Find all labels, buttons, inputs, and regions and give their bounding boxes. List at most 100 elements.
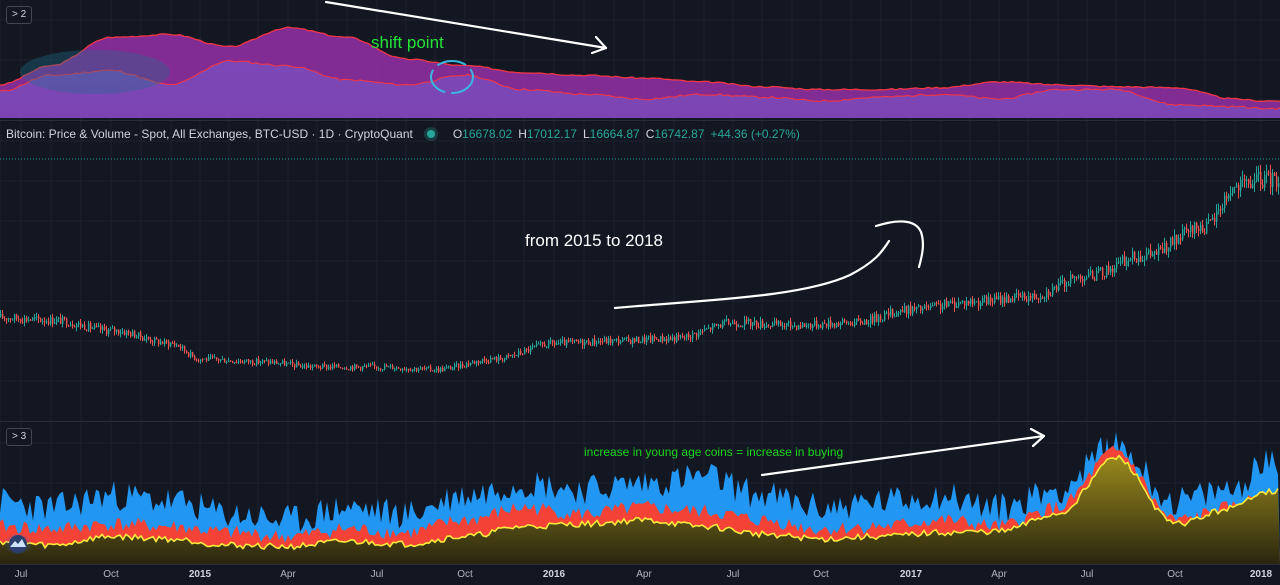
candle	[24, 314, 26, 327]
candle	[146, 334, 148, 343]
candle	[102, 324, 104, 334]
candle	[12, 318, 14, 321]
candle	[788, 320, 790, 327]
candle	[1234, 186, 1236, 194]
candle	[386, 363, 388, 368]
candle	[452, 366, 454, 371]
candle	[918, 303, 920, 308]
symbol-title[interactable]: Bitcoin: Price & Volume - Spot, All Exch…	[6, 127, 413, 141]
high-value: 17012.17	[526, 127, 577, 141]
candle	[328, 364, 330, 371]
candle	[1116, 257, 1118, 273]
candle	[732, 319, 734, 325]
indicator-pane-3[interactable]	[0, 423, 1280, 564]
candle	[280, 362, 282, 367]
candle	[476, 360, 478, 367]
candle	[434, 369, 436, 373]
candle	[184, 345, 186, 354]
candle	[976, 301, 978, 303]
candle	[764, 323, 766, 330]
candle	[472, 360, 474, 364]
cryptoquant-logo-icon	[5, 534, 31, 554]
candle	[330, 364, 332, 371]
candle	[364, 363, 366, 368]
candle	[1084, 276, 1086, 286]
candle	[314, 364, 316, 367]
candle	[804, 322, 806, 327]
candle	[816, 316, 818, 330]
candle	[310, 364, 312, 370]
candle	[796, 325, 798, 331]
candle	[36, 312, 38, 321]
candle	[986, 294, 988, 306]
candle	[746, 315, 748, 324]
pane-divider[interactable]	[0, 421, 1280, 422]
time-tick: 2015	[188, 569, 212, 580]
candle	[208, 354, 210, 361]
candle	[770, 325, 772, 330]
candle	[648, 335, 650, 340]
candle	[308, 362, 310, 368]
candle	[586, 340, 588, 344]
candle	[1250, 175, 1252, 189]
candle	[666, 336, 668, 345]
candle	[828, 317, 830, 330]
candle	[566, 339, 568, 348]
candle	[76, 322, 78, 332]
close-label: C	[645, 127, 655, 141]
collapse-pane-3-button[interactable]: > 3	[6, 428, 33, 446]
candle	[604, 335, 606, 343]
candle	[232, 360, 234, 364]
candle	[378, 366, 380, 371]
candle	[1014, 293, 1016, 304]
candle	[66, 317, 68, 328]
time-tick: Jul	[370, 569, 384, 580]
candle	[174, 340, 176, 348]
candle	[1114, 265, 1116, 277]
candle	[712, 322, 714, 334]
candle	[676, 332, 678, 344]
candle	[736, 320, 738, 331]
candle	[490, 355, 492, 364]
candle	[946, 297, 948, 309]
candle	[1218, 203, 1220, 215]
candle	[336, 364, 338, 368]
pane-divider[interactable]	[0, 120, 1280, 121]
candle	[546, 346, 548, 349]
time-axis[interactable]: Jul Oct 2015 Apr Jul Oct 2016 Apr Jul Oct 2017 Apr J…	[0, 564, 1280, 585]
candle	[90, 321, 92, 333]
collapse-pane-2-button[interactable]: > 2	[6, 6, 33, 24]
candle	[710, 327, 712, 333]
candle	[332, 363, 334, 371]
indicator-pane-2[interactable]	[0, 0, 1280, 120]
candle	[1122, 254, 1124, 265]
candle	[952, 297, 954, 304]
candle	[516, 354, 518, 357]
candle	[0, 309, 2, 318]
candle	[84, 321, 86, 330]
candle	[1094, 276, 1096, 282]
time-tick: Apr	[636, 569, 652, 580]
candle	[818, 324, 820, 330]
price-pane[interactable]	[0, 121, 1280, 421]
candle	[140, 330, 142, 341]
candle	[1048, 289, 1050, 300]
candle	[1246, 175, 1248, 189]
candle	[600, 338, 602, 346]
candle	[152, 339, 154, 346]
candle	[252, 359, 254, 367]
candle	[884, 310, 886, 322]
candle	[784, 322, 786, 330]
candle	[806, 322, 808, 329]
series-1-line	[0, 26, 1280, 103]
candle	[730, 322, 732, 327]
candle	[970, 298, 972, 307]
candle	[514, 351, 516, 359]
candle	[916, 306, 918, 314]
candle	[1162, 242, 1164, 254]
candle	[104, 323, 106, 331]
candle	[1140, 250, 1142, 263]
series-yellow-area	[0, 455, 1280, 564]
candle	[1270, 164, 1272, 195]
candle	[222, 355, 224, 361]
